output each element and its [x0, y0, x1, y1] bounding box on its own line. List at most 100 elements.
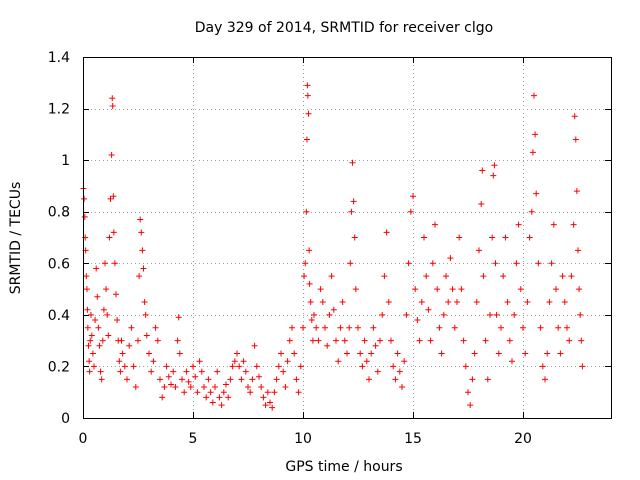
data-point — [537, 324, 544, 331]
data-point — [240, 358, 247, 365]
data-point — [278, 350, 284, 357]
data-point — [524, 298, 531, 305]
data-point — [445, 298, 452, 305]
data-point — [212, 384, 218, 391]
data-point — [350, 198, 357, 205]
data-point — [100, 306, 107, 313]
data-point — [575, 247, 581, 254]
data-point — [303, 136, 310, 143]
data-point — [174, 337, 181, 344]
data-point — [324, 342, 331, 349]
data-point — [447, 255, 454, 262]
data-point — [275, 363, 282, 370]
data-point — [293, 376, 300, 383]
y-tick-labels: 0 0.2 0.4 0.6 0.8 1 1.2 1.4 — [48, 50, 70, 427]
data-point — [484, 376, 491, 383]
data-point — [308, 317, 315, 324]
data-point — [532, 131, 539, 138]
data-point — [337, 324, 344, 331]
data-point — [136, 273, 143, 280]
x-tick-label: 15 — [404, 431, 422, 447]
data-point — [95, 324, 102, 331]
y-tick-label: 0.8 — [48, 205, 70, 221]
data-point — [572, 136, 579, 143]
data-point — [578, 337, 585, 344]
data-point — [87, 337, 94, 344]
data-point — [150, 358, 157, 365]
data-point — [379, 311, 386, 318]
data-point — [262, 402, 269, 409]
plot-frame — [83, 57, 612, 419]
data-point — [399, 384, 405, 391]
data-point — [106, 234, 113, 241]
data-point — [264, 389, 271, 396]
data-point — [183, 368, 190, 375]
data-point — [577, 311, 584, 318]
data-point — [282, 384, 289, 391]
data-point — [300, 324, 306, 331]
data-point — [138, 229, 145, 236]
data-point — [302, 260, 309, 267]
data-point — [238, 376, 245, 383]
y-tick-label: 0.4 — [48, 308, 70, 324]
data-point — [449, 286, 456, 293]
data-point — [392, 376, 399, 383]
data-point — [368, 350, 375, 357]
data-point — [88, 332, 95, 339]
data-point — [135, 337, 141, 344]
data-point — [110, 193, 117, 200]
data-point — [443, 273, 449, 280]
data-point — [423, 273, 430, 280]
data-point — [196, 358, 203, 365]
data-point — [111, 260, 118, 267]
data-point — [434, 286, 441, 293]
data-point — [388, 337, 394, 344]
data-point — [203, 394, 210, 401]
data-point — [163, 363, 170, 370]
data-point — [205, 376, 212, 383]
data-point — [194, 389, 201, 396]
data-point — [86, 368, 93, 375]
x-tick-label: 5 — [189, 431, 198, 447]
data-point — [109, 95, 116, 102]
data-point — [553, 286, 559, 293]
data-point — [119, 350, 126, 357]
data-point — [242, 368, 249, 375]
data-point — [304, 82, 311, 89]
data-point — [511, 311, 518, 318]
data-point — [289, 324, 295, 331]
data-point — [284, 358, 291, 365]
data-point — [311, 311, 317, 318]
data-point — [502, 234, 509, 241]
data-point — [328, 273, 335, 280]
data-point — [500, 273, 507, 280]
data-point — [421, 234, 427, 241]
data-point — [251, 342, 258, 349]
data-point — [229, 363, 236, 370]
data-point — [103, 286, 110, 293]
data-point — [84, 324, 91, 331]
data-point — [579, 363, 586, 370]
y-tick-label: 1.2 — [48, 102, 70, 118]
x-tick-label: 20 — [514, 431, 532, 447]
data-point — [168, 381, 174, 388]
data-point — [172, 384, 179, 391]
data-point — [297, 363, 304, 370]
x-axis-label: GPS time / hours — [285, 459, 402, 475]
grid — [83, 57, 611, 418]
data-point — [432, 221, 438, 228]
data-point — [438, 350, 445, 357]
data-point — [234, 350, 240, 357]
data-point — [207, 389, 214, 396]
data-point — [273, 376, 280, 383]
x-tick-label: 0 — [79, 431, 88, 447]
data-point — [333, 337, 339, 344]
data-point — [478, 200, 485, 207]
data-point — [185, 378, 192, 385]
data-point — [544, 350, 551, 357]
data-point — [102, 260, 108, 267]
data-point — [271, 389, 278, 396]
data-point — [313, 324, 320, 331]
data-point — [201, 384, 207, 391]
